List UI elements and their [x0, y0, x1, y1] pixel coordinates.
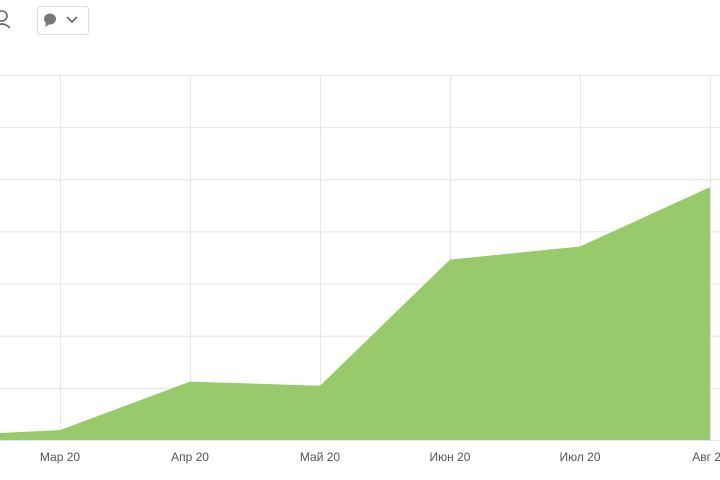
- x-tick-label: Авг 20: [692, 450, 720, 464]
- x-tick-label: Июн 20: [430, 450, 471, 464]
- plot-area: Мар 20 Апр 20 Май 20 Июн 20 Июл 20 Авг 20: [0, 75, 720, 464]
- x-tick-label: Июл 20: [559, 450, 600, 464]
- x-tick-label: Мар 20: [40, 450, 80, 464]
- comment-dropdown[interactable]: [37, 6, 89, 35]
- x-tick-label: Май 20: [300, 450, 341, 464]
- area: [0, 187, 710, 440]
- toolbar: [0, 6, 89, 35]
- x-tick-label: Апр 20: [171, 450, 209, 464]
- user-icon[interactable]: [0, 10, 11, 29]
